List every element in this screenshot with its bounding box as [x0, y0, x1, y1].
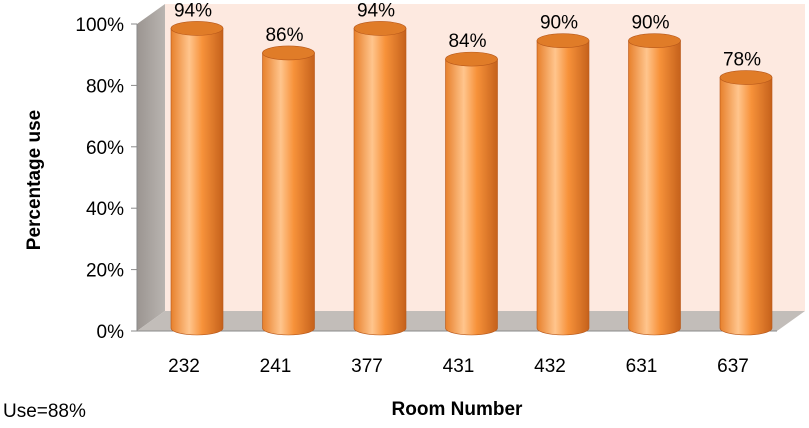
bar-body: [446, 59, 498, 335]
average-use-note: Av. Use=88%: [0, 401, 86, 422]
x-tick-label: 241: [260, 356, 292, 377]
y-tick-label: 60%: [86, 138, 124, 159]
x-tick-label: 637: [717, 356, 749, 377]
bar-data-label: 78%: [723, 50, 761, 71]
y-tick-label: 0%: [97, 322, 125, 343]
bar: [263, 46, 315, 335]
x-axis-title: Room Number: [392, 399, 524, 420]
y-tick-label: 100%: [75, 15, 124, 36]
bar-top: [354, 21, 406, 35]
bar: [446, 52, 498, 335]
bar-body: [263, 53, 315, 335]
bar-body: [354, 28, 406, 335]
bar-data-label: 94%: [357, 0, 395, 21]
bar-top: [171, 21, 223, 35]
y-axis-ticks: [131, 24, 137, 331]
x-tick-label: 432: [534, 356, 566, 377]
bar: [720, 71, 772, 335]
y-axis-tick-labels: 0% 20% 40% 60% 80% 100%: [75, 15, 124, 343]
bar: [354, 21, 406, 335]
bar-top: [720, 71, 772, 85]
bar-top: [537, 34, 589, 48]
x-tick-label: 232: [168, 356, 200, 377]
bar-top: [446, 52, 498, 66]
chart-side-wall: [137, 4, 165, 331]
bar: [171, 21, 223, 335]
bar-body: [171, 28, 223, 335]
bar-body: [537, 41, 589, 335]
bar-data-label: 90%: [540, 13, 578, 34]
y-tick-label: 40%: [86, 199, 124, 220]
y-tick-label: 80%: [86, 76, 124, 97]
bar-body: [629, 41, 681, 335]
y-tick-label: 20%: [86, 261, 124, 282]
bar-top: [629, 34, 681, 48]
bar-data-label: 90%: [631, 13, 669, 34]
bar-data-label: 86%: [265, 25, 303, 46]
x-tick-label: 431: [443, 356, 475, 377]
y-axis-title: Percentage use: [24, 110, 45, 250]
x-tick-label: 631: [626, 356, 658, 377]
bar-top: [263, 46, 315, 60]
bar: [537, 34, 589, 335]
bar-data-label: 84%: [448, 31, 486, 52]
bar-body: [720, 78, 772, 335]
bar-data-label: 94%: [174, 0, 212, 21]
x-axis-tick-labels: 232 241 377 431 432 631 637: [168, 356, 749, 377]
bar: [629, 34, 681, 335]
x-tick-label: 377: [351, 356, 383, 377]
